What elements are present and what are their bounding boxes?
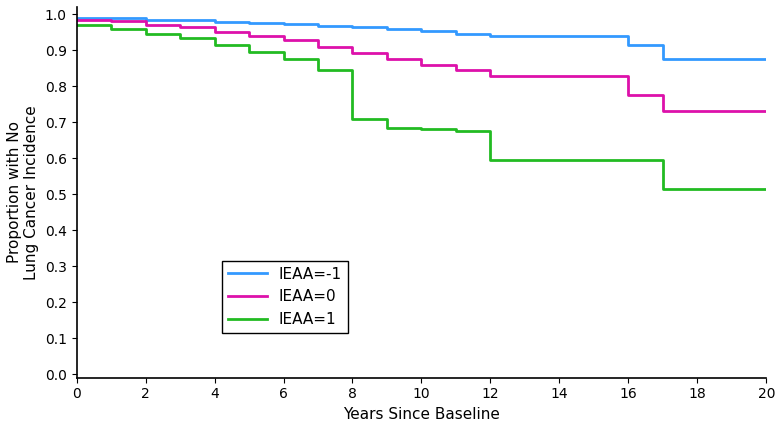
IEAA=1	[141, 31, 150, 36]
IEAA=-1	[141, 17, 150, 22]
IEAA=-1	[348, 25, 357, 30]
Line: IEAA=-1: IEAA=-1	[77, 18, 766, 59]
IEAA=-1	[72, 15, 81, 20]
Y-axis label: Proportion with No
Lung Cancer Incidence: Proportion with No Lung Cancer Incidence	[7, 105, 39, 280]
IEAA=-1	[106, 15, 116, 20]
IEAA=1	[175, 35, 185, 40]
IEAA=0	[72, 17, 81, 22]
IEAA=1	[348, 116, 357, 121]
IEAA=1	[762, 186, 771, 191]
IEAA=0	[244, 33, 253, 38]
IEAA=0	[141, 22, 150, 27]
IEAA=-1	[658, 57, 668, 62]
IEAA=-1	[451, 31, 461, 36]
IEAA=1	[210, 42, 219, 47]
IEAA=0	[417, 62, 426, 67]
IEAA=0	[175, 25, 185, 30]
IEAA=1	[72, 22, 81, 27]
IEAA=-1	[314, 23, 323, 28]
IEAA=-1	[486, 33, 495, 38]
IEAA=-1	[762, 57, 771, 62]
IEAA=0	[314, 45, 323, 50]
IEAA=-1	[417, 29, 426, 34]
IEAA=-1	[244, 21, 253, 26]
IEAA=1	[451, 129, 461, 134]
IEAA=0	[348, 50, 357, 55]
IEAA=-1	[624, 42, 633, 47]
IEAA=1	[279, 57, 289, 62]
IEAA=0	[486, 73, 495, 79]
IEAA=-1	[279, 21, 289, 27]
IEAA=0	[762, 109, 771, 114]
IEAA=1	[624, 157, 633, 163]
IEAA=0	[106, 19, 116, 24]
Line: IEAA=0: IEAA=0	[77, 20, 766, 112]
IEAA=1	[244, 49, 253, 54]
IEAA=-1	[210, 19, 219, 24]
IEAA=-1	[382, 27, 392, 32]
IEAA=0	[382, 57, 392, 62]
IEAA=1	[106, 26, 116, 31]
IEAA=0	[624, 93, 633, 98]
X-axis label: Years Since Baseline: Years Since Baseline	[343, 407, 500, 422]
IEAA=0	[658, 109, 668, 114]
Legend: IEAA=-1, IEAA=0, IEAA=1: IEAA=-1, IEAA=0, IEAA=1	[222, 260, 348, 333]
IEAA=0	[210, 30, 219, 35]
IEAA=0	[451, 67, 461, 73]
IEAA=0	[279, 37, 289, 42]
Line: IEAA=1: IEAA=1	[77, 25, 766, 189]
IEAA=1	[658, 186, 668, 191]
IEAA=1	[314, 67, 323, 73]
IEAA=1	[417, 127, 426, 132]
IEAA=1	[382, 125, 392, 130]
IEAA=1	[486, 157, 495, 163]
